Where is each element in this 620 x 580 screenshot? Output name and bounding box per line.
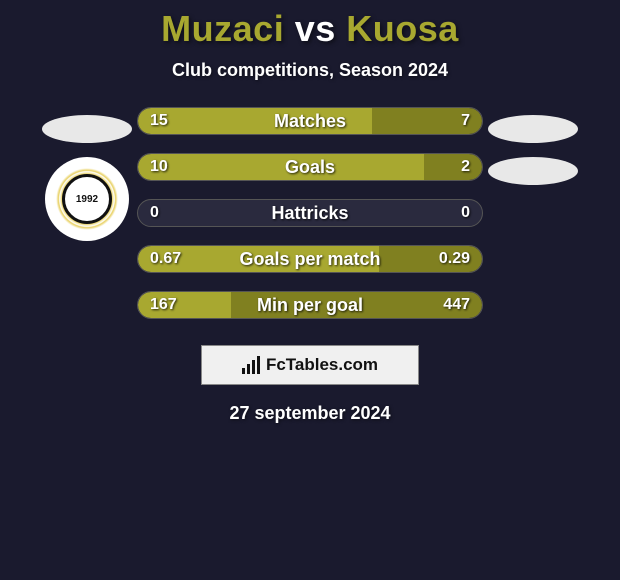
player1-name: Muzaci: [161, 8, 284, 49]
vs-text: vs: [295, 8, 336, 49]
stat-label: Matches: [138, 108, 482, 134]
stat-bar: 102Goals: [137, 153, 483, 181]
branding-box: FcTables.com: [201, 345, 419, 385]
player2-name: Kuosa: [346, 8, 459, 49]
stat-label: Goals: [138, 154, 482, 180]
crest-year: 1992: [62, 174, 112, 224]
player2-club-placeholder: [488, 157, 578, 185]
comparison-card: Muzaci vs Kuosa Club competitions, Seaso…: [0, 0, 620, 424]
chart-icon: [242, 356, 260, 374]
stat-bar: 00Hattricks: [137, 199, 483, 227]
page-title: Muzaci vs Kuosa: [0, 8, 620, 50]
subtitle: Club competitions, Season 2024: [0, 60, 620, 81]
branding-text: FcTables.com: [266, 355, 378, 375]
main-layout: 1992 157Matches 102Goals 00Hattricks 0.670.…: [0, 107, 620, 319]
stat-bar: 167447Min per goal: [137, 291, 483, 319]
stat-label: Goals per match: [138, 246, 482, 272]
stat-label: Min per goal: [138, 292, 482, 318]
right-side: [483, 107, 583, 319]
stat-bar: 157Matches: [137, 107, 483, 135]
stat-label: Hattricks: [138, 200, 482, 226]
stat-bars: 157Matches 102Goals 00Hattricks 0.670.29Goa…: [137, 107, 483, 319]
left-side: 1992: [37, 107, 137, 319]
player1-club-crest: 1992: [45, 157, 129, 241]
player1-flag-placeholder: [42, 115, 132, 143]
player2-flag-placeholder: [488, 115, 578, 143]
date-text: 27 september 2024: [0, 403, 620, 424]
stat-bar: 0.670.29Goals per match: [137, 245, 483, 273]
